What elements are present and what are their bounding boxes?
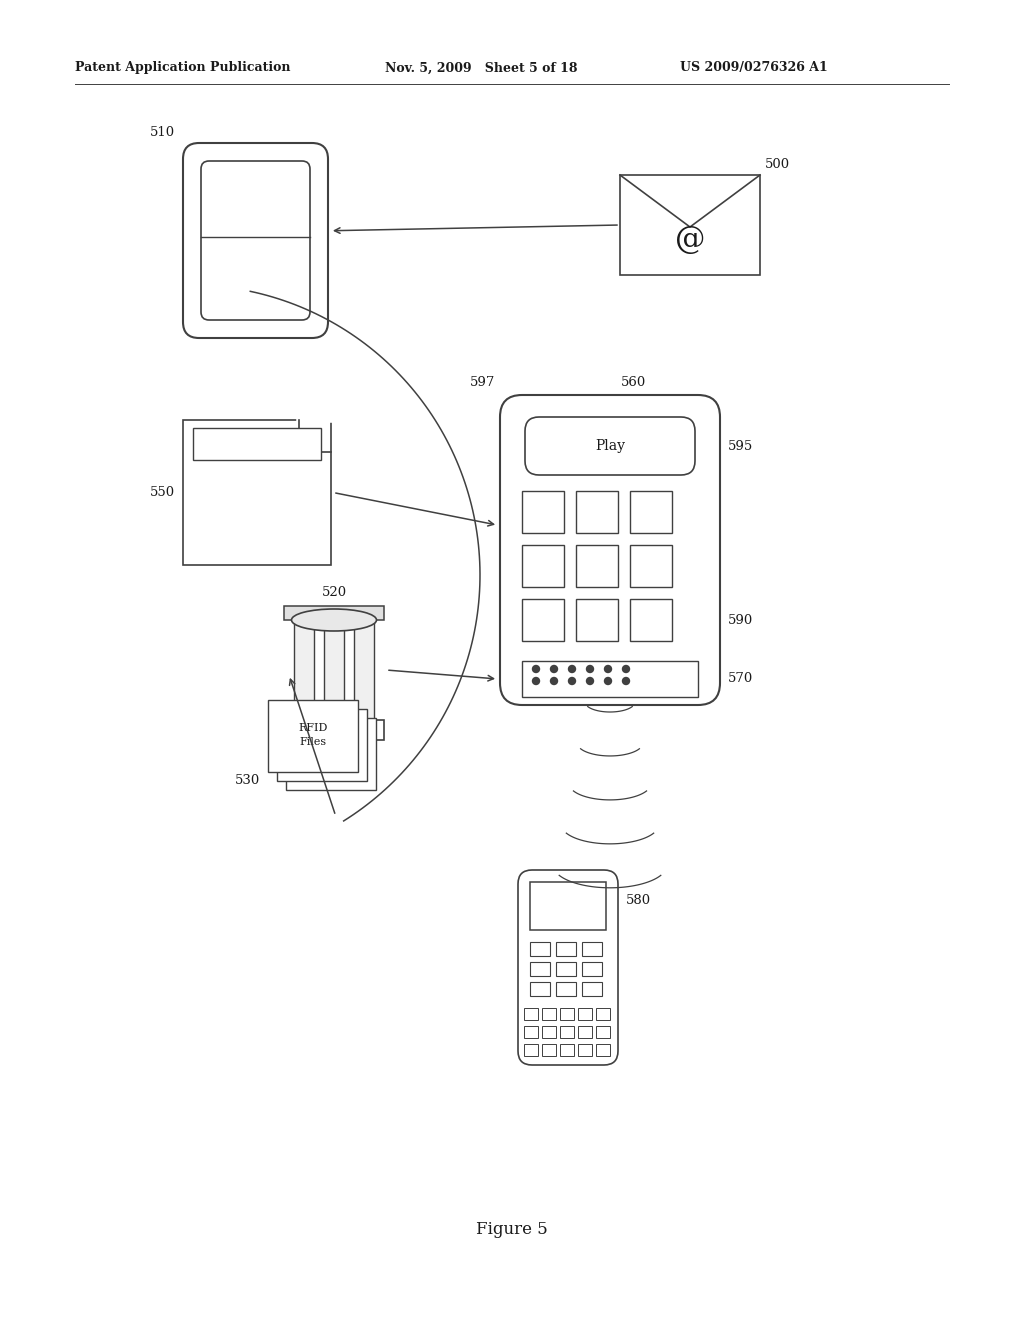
Bar: [524, 1044, 538, 1056]
Bar: [542, 1044, 556, 1056]
Circle shape: [532, 665, 540, 672]
Text: Files: Files: [299, 737, 327, 747]
Circle shape: [568, 665, 575, 672]
Bar: [630, 545, 672, 587]
Bar: [530, 882, 606, 931]
Text: 520: 520: [322, 586, 346, 598]
Text: 510: 510: [150, 127, 175, 140]
Bar: [542, 1026, 556, 1038]
Bar: [620, 176, 760, 275]
Text: 580: 580: [626, 894, 651, 907]
Text: 590: 590: [728, 614, 754, 627]
Bar: [575, 545, 618, 587]
Bar: [542, 1008, 556, 1020]
Text: Figure 5: Figure 5: [476, 1221, 548, 1238]
Bar: [284, 719, 384, 741]
Bar: [193, 428, 321, 459]
Bar: [530, 962, 550, 975]
Bar: [582, 982, 602, 997]
Bar: [522, 545, 564, 587]
Circle shape: [551, 677, 557, 685]
Bar: [286, 718, 376, 789]
Bar: [596, 1044, 610, 1056]
Bar: [630, 491, 672, 533]
Bar: [596, 1008, 610, 1020]
Bar: [284, 606, 384, 620]
Text: 500: 500: [765, 158, 791, 172]
Bar: [524, 1026, 538, 1038]
Text: 595: 595: [728, 440, 754, 453]
Bar: [268, 700, 358, 772]
Circle shape: [587, 665, 594, 672]
Text: Nov. 5, 2009   Sheet 5 of 18: Nov. 5, 2009 Sheet 5 of 18: [385, 62, 578, 74]
Text: RFID: RFID: [298, 723, 328, 733]
Bar: [530, 942, 550, 956]
Circle shape: [604, 677, 611, 685]
Circle shape: [532, 677, 540, 685]
Circle shape: [551, 665, 557, 672]
Bar: [556, 942, 575, 956]
Bar: [556, 982, 575, 997]
FancyBboxPatch shape: [518, 870, 618, 1065]
Text: Patent Application Publication: Patent Application Publication: [75, 62, 291, 74]
Bar: [354, 620, 374, 719]
Bar: [278, 709, 367, 781]
Circle shape: [623, 677, 630, 685]
Bar: [578, 1026, 592, 1038]
Circle shape: [568, 677, 575, 685]
Bar: [560, 1044, 574, 1056]
Text: US 2009/0276326 A1: US 2009/0276326 A1: [680, 62, 827, 74]
Text: Play: Play: [595, 440, 625, 453]
Bar: [560, 1026, 574, 1038]
Bar: [578, 1044, 592, 1056]
Text: 550: 550: [150, 486, 175, 499]
Bar: [582, 962, 602, 975]
Bar: [575, 599, 618, 642]
Text: 560: 560: [621, 376, 646, 389]
Circle shape: [587, 677, 594, 685]
Bar: [582, 942, 602, 956]
Bar: [522, 661, 698, 697]
Bar: [524, 1008, 538, 1020]
Bar: [324, 620, 344, 719]
FancyBboxPatch shape: [500, 395, 720, 705]
Text: 530: 530: [234, 774, 260, 787]
Bar: [522, 599, 564, 642]
FancyBboxPatch shape: [525, 417, 695, 475]
Bar: [522, 491, 564, 533]
Bar: [530, 982, 550, 997]
Bar: [578, 1008, 592, 1020]
Circle shape: [251, 502, 263, 513]
Text: @: @: [675, 224, 706, 256]
Circle shape: [623, 665, 630, 672]
Ellipse shape: [292, 609, 377, 631]
Bar: [183, 420, 331, 565]
Bar: [596, 1026, 610, 1038]
Bar: [560, 1008, 574, 1020]
Bar: [575, 491, 618, 533]
FancyBboxPatch shape: [183, 143, 328, 338]
Text: 570: 570: [728, 672, 754, 685]
Circle shape: [604, 665, 611, 672]
FancyBboxPatch shape: [201, 161, 310, 319]
Bar: [630, 599, 672, 642]
Bar: [556, 962, 575, 975]
Bar: [294, 620, 314, 719]
Text: 597: 597: [470, 376, 495, 389]
